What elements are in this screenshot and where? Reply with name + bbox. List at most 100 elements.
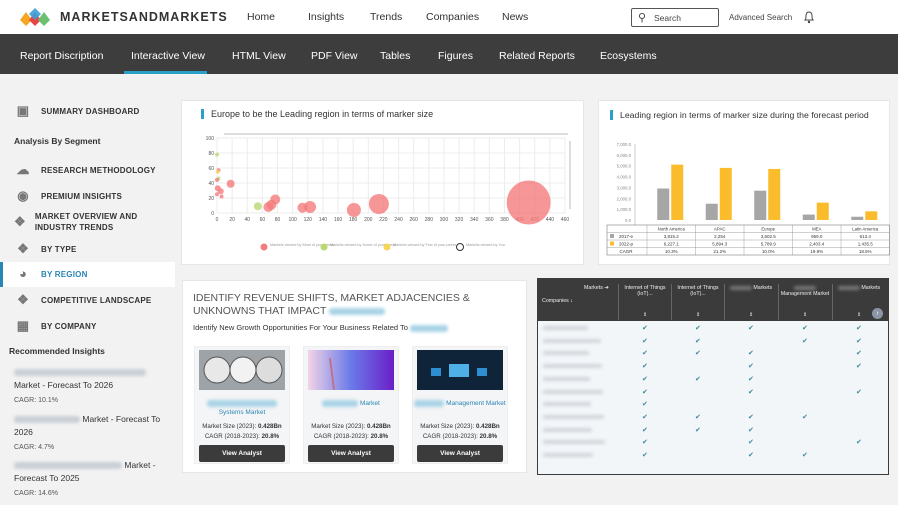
company-name[interactable] — [543, 389, 603, 394]
sidebar-label: RESEARCH METHODOLOGY — [41, 165, 156, 175]
market-column-header[interactable]: Markets — [832, 285, 886, 291]
brand-logo[interactable]: MARKETSANDMARKETS — [20, 8, 228, 26]
sidebar-label: COMPETITIVE LANDSCAPE — [41, 295, 152, 305]
x-tick-label: 20 — [229, 217, 235, 223]
market-name[interactable]: Systems Market — [195, 399, 289, 417]
tab-report-discription[interactable]: Report Discription — [20, 50, 104, 62]
table-cell: 3,815.2 — [664, 234, 680, 239]
market-name-text: Market — [359, 400, 380, 407]
tab-figures[interactable]: Figures — [438, 50, 474, 62]
sidebar-summary-dashboard[interactable]: ▣ SUMMARY DASHBOARD — [14, 103, 140, 119]
advanced-search-link[interactable]: Advanced Search — [729, 13, 793, 22]
tab-html-view[interactable]: HTML View — [232, 50, 286, 62]
company-name[interactable] — [543, 402, 591, 407]
bubble-chart[interactable]: 0 20 40 60 80 100 120 140 160 180 200 220 240 260 280 3… — [182, 101, 585, 266]
tab-ecosystems[interactable]: Ecosystems — [600, 50, 657, 62]
sidebar-item-competitive-landscape[interactable]: ❖ COMPETITIVE LANDSCAPE — [14, 292, 151, 308]
tab-pdf-view[interactable]: PDF View — [311, 50, 358, 62]
legend-marker — [383, 243, 391, 251]
view-analyst-button[interactable]: View Analyst — [417, 445, 503, 462]
market-card: Systems Market Market Size (2023): 0.428… — [194, 346, 290, 464]
report-tabs — [0, 34, 898, 74]
column-divider — [671, 284, 672, 320]
market-name-text: Systems Market — [218, 409, 266, 416]
tab-related-reports[interactable]: Related Reports — [499, 50, 575, 62]
scroll-right-button[interactable]: › — [872, 308, 883, 319]
company-name[interactable] — [543, 440, 605, 445]
market-stats: Market Size (2023): 0.428Bn CAGR (2018-20… — [413, 422, 507, 442]
market-name[interactable]: Management Market — [413, 399, 507, 417]
insight-item[interactable]: Market - Forecast To 2026 CAGR: 10.1% — [14, 366, 169, 407]
view-analyst-button[interactable]: View Analyst — [308, 445, 394, 462]
company-name[interactable] — [543, 326, 588, 330]
x-tick-label: 300 — [440, 217, 449, 223]
bell-icon[interactable] — [803, 10, 815, 24]
cubes-icon: ❖ — [14, 214, 26, 229]
check-icon: ✔ — [748, 426, 754, 434]
market-column-header[interactable]: Internet of Things (IoT)... — [618, 285, 672, 297]
search-input[interactable]: ⚲ Search — [631, 8, 719, 27]
company-name[interactable] — [543, 351, 589, 356]
market-column-header[interactable]: Internet of Things (IoT)... — [671, 285, 725, 297]
company-name[interactable] — [543, 364, 602, 369]
company-name[interactable] — [543, 427, 592, 432]
market-name[interactable]: Market — [304, 399, 398, 417]
research-icon: ☁ — [16, 162, 30, 177]
bar-chart-card: Leading region in terms of marker size d… — [598, 100, 890, 265]
insight-item[interactable]: Market - Forecast To 2026 CAGR: 4.7% — [14, 413, 172, 454]
sort-icon[interactable]: ⇕ — [803, 312, 808, 318]
sidebar-item-by-type[interactable]: ❖ BY TYPE — [14, 241, 77, 257]
y-tick-label: 40 — [208, 181, 214, 187]
sort-icon[interactable]: ⇕ — [749, 312, 754, 318]
table-cell: 2,254 — [714, 234, 726, 239]
cagr-value: 20.8% — [370, 433, 389, 440]
tab-interactive-view[interactable]: Interactive View — [131, 50, 205, 62]
nav-trends[interactable]: Trends — [370, 11, 403, 23]
smart-meter-image — [199, 350, 285, 390]
view-analyst-button[interactable]: View Analyst — [199, 445, 285, 462]
bubble-point — [346, 203, 361, 217]
bubble-point — [217, 188, 224, 195]
company-name[interactable] — [543, 414, 604, 419]
sort-icon[interactable]: ⇕ — [643, 312, 648, 318]
insight-item[interactable]: Market - Forecast To 2025 CAGR: 14.6% — [14, 459, 172, 500]
table-cell: 10.3% — [665, 249, 678, 254]
size-value: 0.428Bn — [257, 423, 282, 430]
company-name[interactable] — [543, 376, 590, 381]
x-tick-label: 360 — [485, 217, 494, 223]
sort-icon[interactable]: ⇕ — [857, 312, 862, 318]
bubble-point — [506, 180, 551, 225]
sidebar-item-by-company[interactable]: ▦ BY COMPANY — [14, 318, 97, 334]
sidebar-item-market-overview[interactable]: ❖ MARKET OVERVIEW AND INDUSTRY TRENDS — [14, 211, 154, 233]
bubble-point — [215, 152, 219, 157]
column-divider — [832, 284, 833, 320]
market-column-header[interactable]: Management Market — [778, 285, 832, 297]
check-icon: ✔ — [642, 426, 648, 434]
bar — [816, 202, 829, 220]
logo-icon — [20, 8, 50, 26]
bar — [851, 216, 864, 220]
cubes-icon: ❖ — [17, 292, 29, 307]
x-tick-label: 280 — [425, 217, 434, 223]
nav-insights[interactable]: Insights — [308, 11, 345, 23]
y-tick-label: 7,000.0 — [617, 142, 632, 147]
nav-home[interactable]: Home — [247, 11, 276, 23]
y-tick-label: 0 — [211, 211, 214, 217]
market-column-header[interactable]: Markets — [724, 285, 778, 291]
nav-companies[interactable]: Companies — [426, 11, 480, 23]
nav-news[interactable]: News — [502, 11, 529, 23]
sidebar-item-premium-insights[interactable]: ◉ PREMIUM INSIGHTS — [14, 188, 122, 204]
active-indicator — [0, 262, 3, 287]
sort-icon[interactable]: ⇕ — [696, 312, 701, 318]
company-name[interactable] — [543, 453, 593, 457]
bar — [754, 190, 767, 220]
size-value: 0.428Bn — [475, 423, 500, 430]
check-icon: ✔ — [748, 452, 754, 459]
bar-chart[interactable]: 0.0 1,000.0 2,000.0 3,000.0 4,000.0 5,000.0 6,… — [599, 101, 891, 266]
sidebar-item-by-region[interactable]: ◕ BY REGION — [14, 266, 88, 282]
sidebar-item-research-methodology[interactable]: ☁ RESEARCH METHODOLOGY — [14, 162, 156, 178]
insight-title: Market - Forecast To 2026 — [14, 380, 114, 390]
active-tab-indicator — [124, 71, 207, 74]
tab-tables[interactable]: Tables — [380, 50, 411, 62]
company-name[interactable] — [543, 338, 601, 343]
